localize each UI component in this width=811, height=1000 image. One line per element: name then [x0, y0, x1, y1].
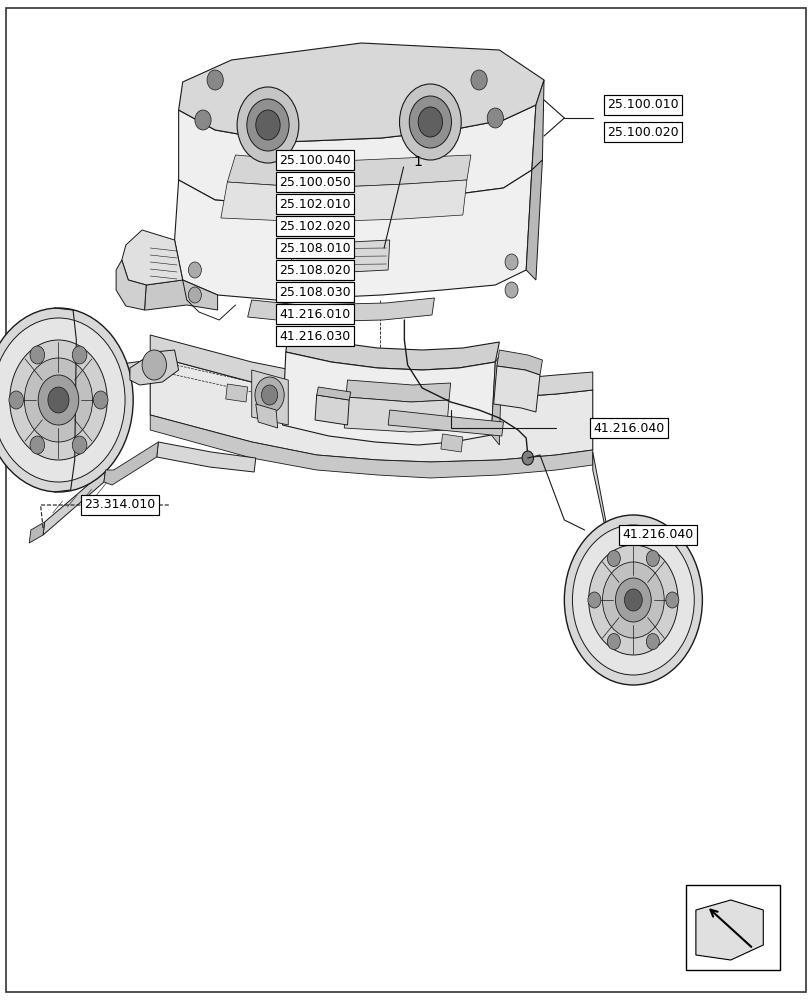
Circle shape	[9, 391, 24, 409]
Circle shape	[188, 287, 201, 303]
Polygon shape	[290, 240, 389, 275]
Polygon shape	[122, 230, 182, 285]
Text: 41.216.040: 41.216.040	[621, 528, 693, 542]
Polygon shape	[144, 280, 217, 310]
Circle shape	[30, 346, 45, 364]
Text: 25.108.010: 25.108.010	[279, 241, 350, 254]
Polygon shape	[440, 434, 462, 452]
Text: 25.108.030: 25.108.030	[279, 286, 350, 298]
Polygon shape	[526, 160, 542, 280]
Circle shape	[409, 96, 451, 148]
Circle shape	[665, 592, 678, 608]
Polygon shape	[315, 395, 349, 425]
Circle shape	[487, 108, 503, 128]
Circle shape	[255, 377, 284, 413]
Circle shape	[615, 578, 650, 622]
Polygon shape	[29, 522, 45, 543]
Circle shape	[646, 634, 659, 650]
Polygon shape	[695, 900, 762, 960]
Circle shape	[624, 589, 642, 611]
Text: 25.100.040: 25.100.040	[279, 153, 350, 166]
Polygon shape	[282, 352, 495, 445]
Circle shape	[72, 346, 87, 364]
Circle shape	[587, 592, 600, 608]
Circle shape	[48, 387, 69, 413]
Polygon shape	[43, 470, 105, 535]
Circle shape	[0, 318, 125, 482]
Polygon shape	[75, 360, 150, 390]
Polygon shape	[178, 105, 535, 205]
Circle shape	[504, 254, 517, 270]
Circle shape	[38, 375, 79, 425]
Polygon shape	[345, 380, 450, 402]
Polygon shape	[247, 298, 434, 322]
Text: 25.100.020: 25.100.020	[607, 125, 678, 138]
Circle shape	[24, 358, 92, 442]
Text: 25.102.010: 25.102.010	[279, 198, 350, 211]
Text: 41.216.010: 41.216.010	[279, 308, 350, 320]
Polygon shape	[285, 332, 499, 370]
Polygon shape	[150, 335, 592, 400]
Circle shape	[72, 436, 87, 454]
Circle shape	[30, 436, 45, 454]
Circle shape	[572, 525, 693, 675]
Polygon shape	[157, 442, 255, 472]
Text: 25.100.050: 25.100.050	[279, 176, 350, 188]
Circle shape	[10, 340, 107, 460]
Circle shape	[607, 634, 620, 650]
Circle shape	[646, 550, 659, 566]
Polygon shape	[104, 442, 158, 485]
FancyBboxPatch shape	[685, 885, 779, 970]
Circle shape	[195, 110, 211, 130]
Polygon shape	[388, 410, 503, 436]
Circle shape	[0, 308, 133, 492]
Polygon shape	[592, 452, 618, 590]
Circle shape	[470, 70, 487, 90]
Text: 23.314.010: 23.314.010	[84, 498, 156, 512]
Polygon shape	[130, 350, 178, 385]
Circle shape	[504, 282, 517, 298]
Text: 1: 1	[413, 155, 422, 169]
Text: 41.216.030: 41.216.030	[279, 330, 350, 343]
Circle shape	[247, 99, 289, 151]
Text: 25.102.020: 25.102.020	[279, 220, 350, 232]
Polygon shape	[150, 415, 592, 478]
Circle shape	[237, 87, 298, 163]
Polygon shape	[150, 355, 592, 462]
Polygon shape	[221, 180, 466, 222]
Circle shape	[418, 107, 442, 137]
Polygon shape	[255, 404, 277, 428]
Circle shape	[207, 70, 223, 90]
Polygon shape	[496, 350, 542, 375]
Polygon shape	[178, 43, 543, 142]
Text: 25.100.010: 25.100.010	[607, 99, 678, 111]
Circle shape	[521, 451, 533, 465]
Text: 25.108.020: 25.108.020	[279, 263, 350, 276]
Circle shape	[142, 350, 166, 380]
Polygon shape	[344, 397, 448, 432]
Circle shape	[261, 385, 277, 405]
Circle shape	[602, 562, 663, 638]
Circle shape	[255, 110, 280, 140]
Polygon shape	[174, 170, 531, 300]
Circle shape	[188, 262, 201, 278]
Circle shape	[93, 391, 108, 409]
Circle shape	[564, 515, 702, 685]
Circle shape	[588, 545, 677, 655]
Polygon shape	[251, 370, 288, 425]
Text: 41.216.040: 41.216.040	[593, 422, 664, 434]
Polygon shape	[491, 352, 501, 445]
Polygon shape	[227, 155, 470, 188]
Polygon shape	[493, 366, 539, 412]
Polygon shape	[531, 80, 543, 170]
Polygon shape	[116, 260, 146, 310]
Circle shape	[399, 84, 461, 160]
Circle shape	[607, 550, 620, 566]
Polygon shape	[225, 384, 247, 402]
Polygon shape	[316, 387, 350, 400]
